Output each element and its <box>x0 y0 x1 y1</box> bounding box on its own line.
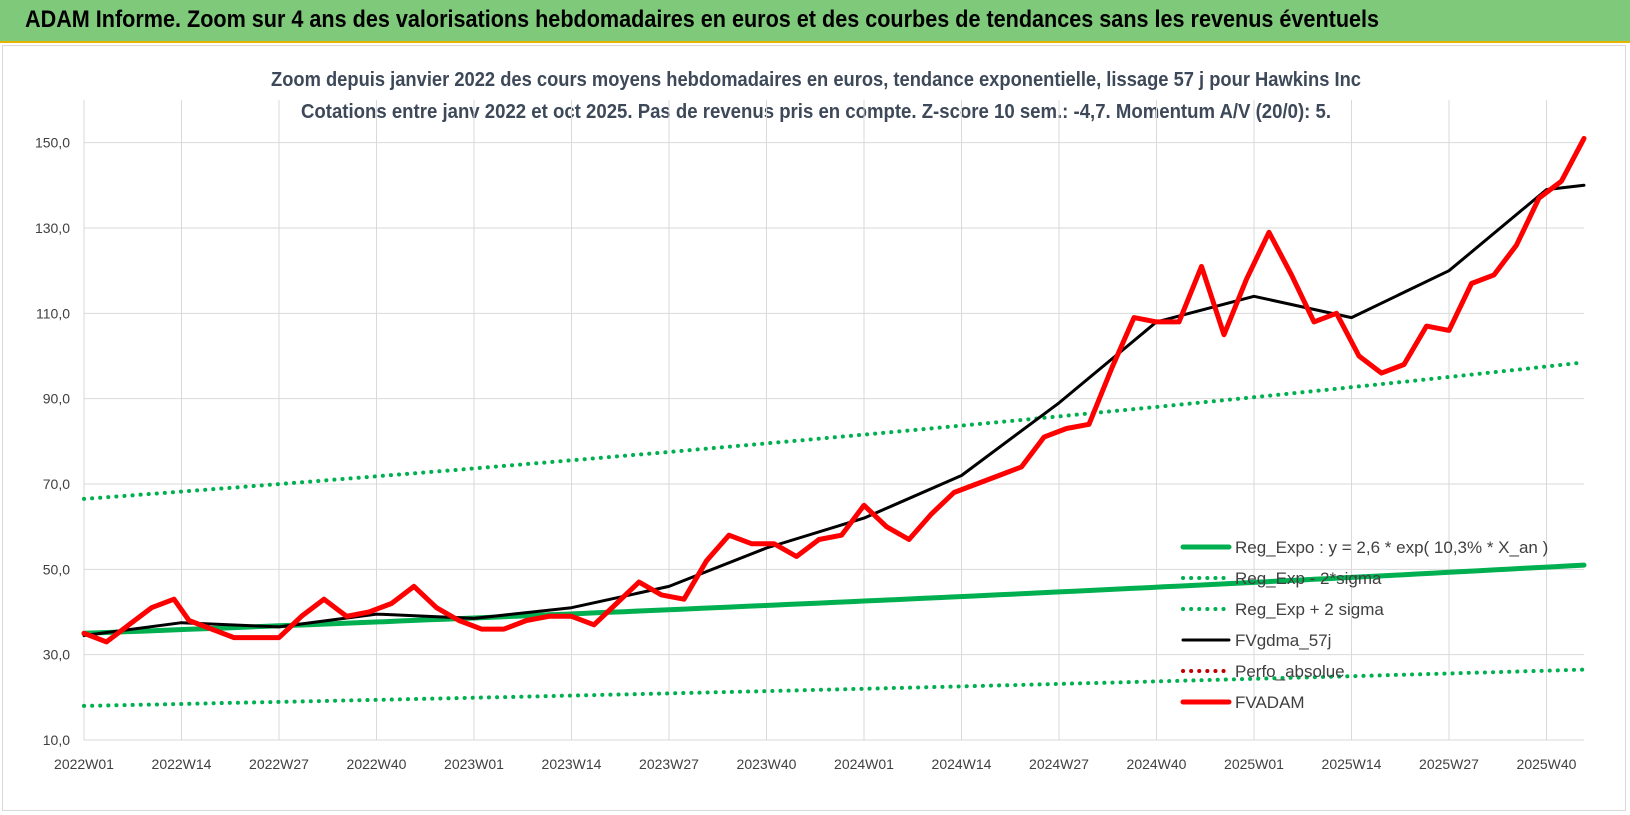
x-tick-label: 2025W40 <box>1517 756 1577 772</box>
chart-grid <box>83 100 1584 741</box>
x-tick-label: 2022W40 <box>347 756 407 772</box>
x-tick-label: 2024W14 <box>932 756 992 772</box>
series-line-reg-expo-y-2-6-exp-10-3-x-an <box>81 562 1587 636</box>
chart-title: Zoom depuis janvier 2022 des cours moyen… <box>271 69 1361 91</box>
series-line-fvgdma-57j <box>82 183 1586 637</box>
x-tick-label: 2024W01 <box>834 756 894 772</box>
x-tick-label: 2022W27 <box>249 756 309 772</box>
x-tick-label: 2022W14 <box>152 756 212 772</box>
y-tick-label: 110,0 <box>36 305 70 321</box>
series-line-reg-exp-2-sigma <box>82 360 1586 501</box>
x-tick-label: 2022W01 <box>54 756 114 772</box>
chart-series <box>81 135 1587 708</box>
x-tick-label: 2025W14 <box>1322 756 1382 772</box>
chart-frame <box>2 45 1626 811</box>
report-title: ADAM Informe. Zoom sur 4 ans des valoris… <box>25 6 1380 33</box>
y-tick-label: 50,0 <box>43 561 70 577</box>
x-tick-label: 2023W40 <box>737 756 797 772</box>
series-line-fvadam <box>81 135 1587 645</box>
legend-label-reg-exp-2-sigma: Reg_Exp + 2 sigma <box>1235 600 1384 619</box>
y-axis: 10,0 30,0 50,0 70,0 90,0 110,0 130,0 150,0 <box>35 135 70 748</box>
x-tick-label: 2025W27 <box>1419 756 1479 772</box>
series-line-reg-exp-2-sigma <box>82 667 1586 708</box>
legend-label-fvgdma-57j: FVgdma_57j <box>1235 631 1331 650</box>
y-tick-label: 90,0 <box>43 391 70 407</box>
x-tick-label: 2025W01 <box>1224 756 1284 772</box>
x-tick-label: 2023W14 <box>542 756 602 772</box>
legend-label-fvadam: FVADAM <box>1235 693 1305 712</box>
legend-label-perfo-absolue: Perfo_absolue <box>1235 662 1345 681</box>
x-tick-label: 2023W27 <box>639 756 699 772</box>
chart-subtitle: Cotations entre janv 2022 et oct 2025. P… <box>301 101 1331 123</box>
x-axis: 2022W01 2022W14 2022W27 2022W40 2023W01 2023W… <box>54 756 1577 772</box>
x-tick-label: 2024W40 <box>1127 756 1187 772</box>
legend-label-reg-expo-y-2-6-exp-10-3-x-an: Reg_Expo : y = 2,6 * exp( 10,3% * X_an ) <box>1235 538 1548 557</box>
y-tick-label: 150,0 <box>35 135 70 151</box>
report-banner: ADAM Informe. Zoom sur 4 ans des valoris… <box>0 0 1630 43</box>
y-tick-label: 30,0 <box>43 647 70 663</box>
y-tick-label: 130,0 <box>35 220 70 236</box>
y-tick-label: 70,0 <box>43 476 70 492</box>
legend-label-reg-exp-2-sigma: Reg_Exp - 2*sigma <box>1235 569 1382 588</box>
chart-legend: Reg_Expo : y = 2,6 * exp( 10,3% * X_an )… <box>1180 538 1548 712</box>
x-tick-label: 2024W27 <box>1029 756 1089 772</box>
y-tick-label: 10,0 <box>43 732 70 748</box>
x-tick-label: 2023W01 <box>444 756 504 772</box>
